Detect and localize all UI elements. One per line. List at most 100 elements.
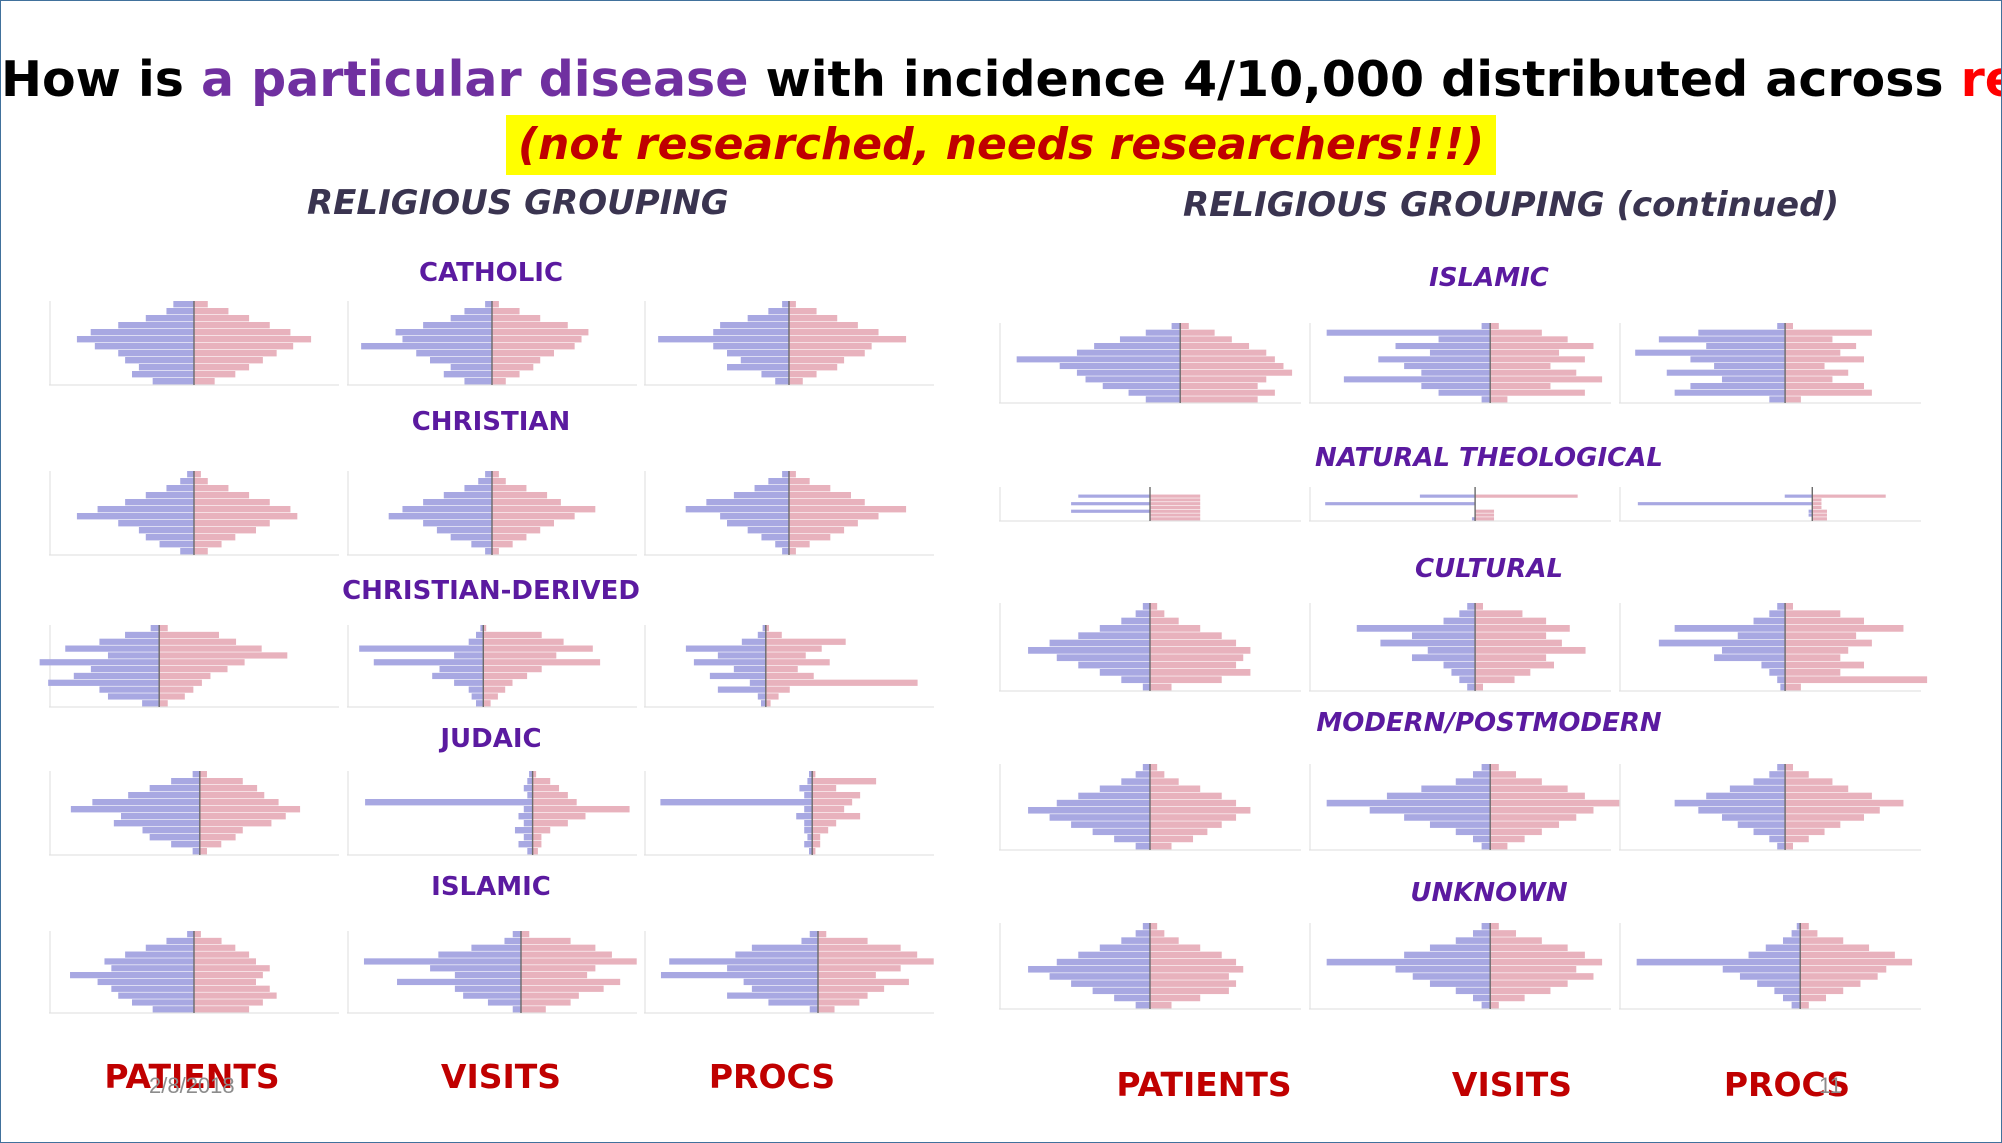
bar-left: [439, 666, 484, 673]
bar-left: [1078, 494, 1150, 498]
bar-left: [125, 357, 194, 364]
bar-right: [1490, 329, 1542, 336]
bar-right: [194, 350, 277, 357]
bar-left: [523, 806, 533, 813]
bar-left: [1481, 323, 1491, 330]
bar-right: [1800, 951, 1895, 959]
bar-left: [1808, 509, 1813, 513]
bar-right: [1490, 778, 1542, 785]
bar-right: [194, 478, 208, 485]
group-label-christian: CHRISTIAN: [411, 407, 571, 437]
bar-right: [194, 364, 250, 371]
bar-left: [1078, 951, 1150, 959]
bar-right: [1150, 994, 1201, 1002]
pyramid-chart-christian-procs: [644, 471, 934, 556]
footer-page-number: 11: [1819, 1073, 1842, 1098]
bar-right: [1785, 647, 1849, 654]
bar-left: [1481, 396, 1491, 403]
bar-left: [1748, 951, 1801, 959]
bar-right: [765, 625, 769, 632]
bar-left: [1481, 764, 1491, 771]
bar-left: [1092, 987, 1150, 995]
bar-right: [1800, 966, 1887, 973]
bar-right: [1475, 509, 1495, 513]
bar-right: [1150, 676, 1222, 684]
bar-right: [1785, 654, 1841, 662]
bar-right: [1150, 647, 1251, 654]
bar-left: [1404, 363, 1491, 370]
bar-left: [1714, 654, 1786, 662]
bar-left: [438, 951, 521, 958]
bar-right: [1150, 930, 1165, 937]
bar-left: [1099, 669, 1150, 676]
bar-right: [1490, 994, 1525, 1002]
bar-left: [145, 315, 194, 322]
bar-left: [99, 638, 160, 645]
bar-right: [1800, 980, 1861, 987]
bar-right: [789, 534, 831, 541]
bar-right: [194, 958, 256, 965]
bar-right: [194, 548, 208, 555]
bar-right: [1475, 625, 1570, 632]
bar-right: [789, 371, 817, 378]
bar-right: [1150, 683, 1172, 691]
bar-left: [1078, 632, 1150, 640]
bar-right: [483, 645, 593, 652]
bar-right: [492, 329, 589, 336]
bar-left: [658, 336, 789, 343]
group-label-unknown: UNKNOWN: [1410, 878, 1568, 908]
bar-right: [812, 813, 861, 820]
bar-right: [1785, 625, 1904, 632]
bar-left: [1429, 821, 1491, 828]
bar-left: [361, 343, 492, 350]
bar-left: [1419, 494, 1476, 498]
bar-right: [1490, 842, 1508, 850]
bar-left: [1769, 771, 1786, 778]
bar-right: [492, 357, 541, 364]
bar-left: [76, 513, 194, 520]
bar-right: [1490, 799, 1620, 807]
bar-right: [483, 700, 491, 707]
column-label-patients-right: PATIENTS: [1116, 1065, 1292, 1104]
bar-left: [149, 785, 200, 792]
group-label-christian-derived: CHRISTIAN-DERIVED: [342, 576, 640, 606]
bar-right: [1785, 683, 1801, 691]
bar-left: [757, 693, 766, 700]
bar-left: [180, 478, 194, 485]
title-highlight-disease: a particular disease: [201, 51, 749, 108]
bar-left: [480, 625, 484, 632]
subtitle-wrap: (not researched, needs researchers!!!): [1, 115, 2001, 175]
bar-left: [768, 478, 789, 485]
bar-right: [789, 478, 810, 485]
bar-left: [1076, 369, 1181, 376]
bar-right: [194, 322, 270, 329]
bar-right: [532, 799, 577, 806]
bar-right: [1150, 509, 1201, 513]
bar-left: [741, 638, 766, 645]
pyramid-chart-natural-theological-visits: [1309, 487, 1611, 522]
bar-left: [733, 666, 766, 673]
bar-right: [812, 848, 816, 855]
bar-left: [1722, 966, 1801, 973]
bar-right: [818, 937, 868, 945]
bar-left: [1078, 792, 1150, 800]
bar-left: [450, 364, 492, 371]
bar-right: [1785, 396, 1801, 403]
bar-left: [1135, 610, 1150, 618]
bar-left: [1380, 639, 1476, 647]
bar-left: [1356, 625, 1476, 632]
bar-left: [801, 937, 818, 945]
bar-left: [1443, 661, 1476, 669]
bar-right: [1490, 363, 1551, 370]
bar-left: [142, 700, 160, 707]
bar-left: [1769, 669, 1786, 676]
bar-left: [402, 336, 492, 343]
bar-right: [194, 357, 263, 364]
bar-left: [121, 813, 200, 820]
bar-right: [1785, 842, 1793, 850]
bar-left: [751, 985, 818, 992]
bar-right: [1490, 930, 1517, 937]
column-label-visits-left: VISITS: [440, 1057, 562, 1096]
bar-left: [761, 371, 789, 378]
bar-right: [1475, 494, 1578, 498]
